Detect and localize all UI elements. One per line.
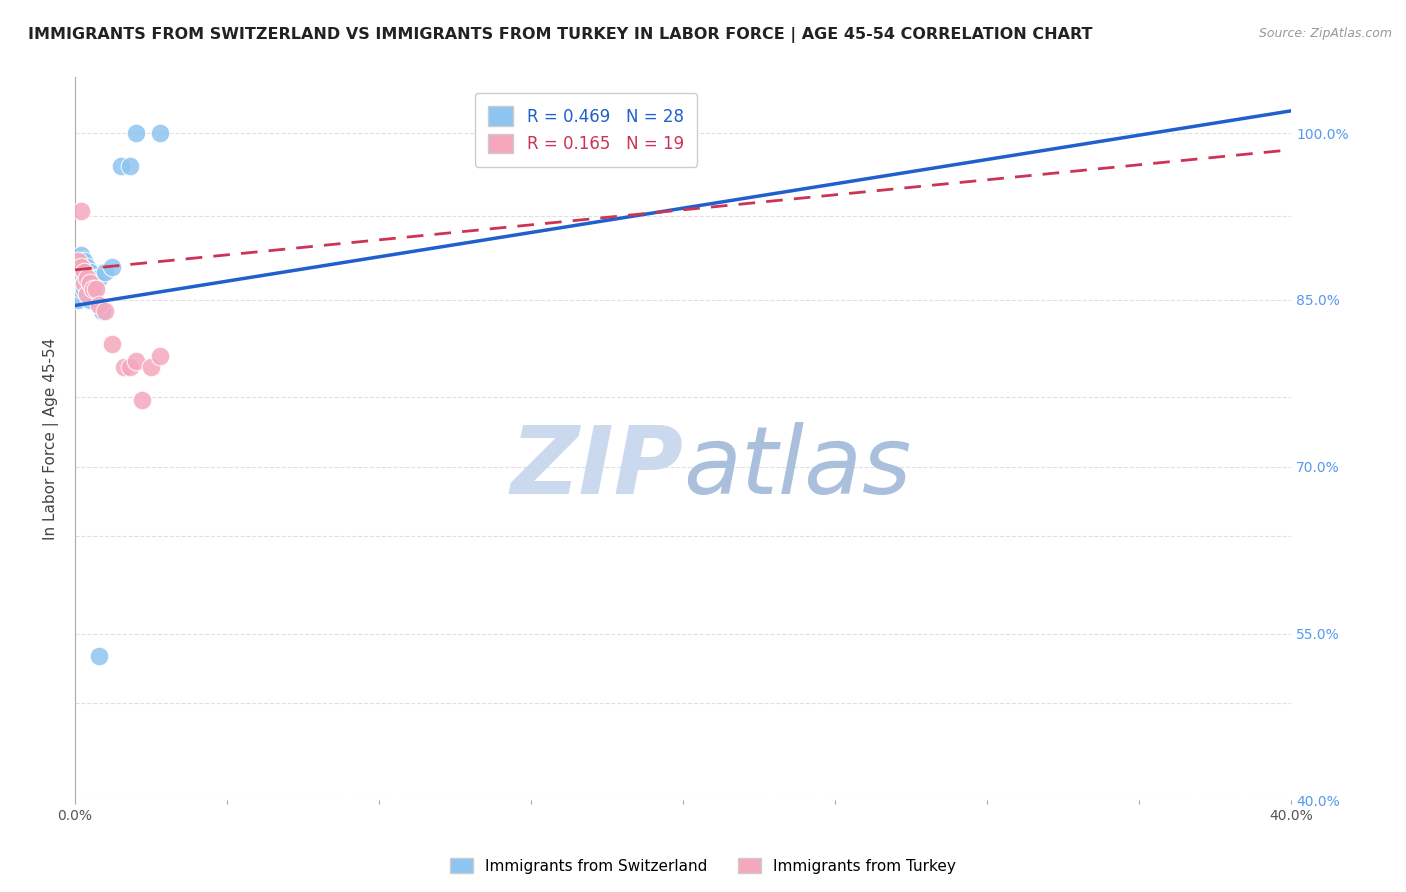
Point xyxy=(118,359,141,374)
Point xyxy=(70,265,93,279)
Text: ZIP: ZIP xyxy=(510,422,683,514)
Point xyxy=(139,359,162,374)
Point xyxy=(112,359,135,374)
Point xyxy=(125,354,148,368)
Point xyxy=(89,298,111,312)
Point xyxy=(79,293,101,307)
Point xyxy=(73,277,96,291)
Point xyxy=(76,277,98,291)
Point xyxy=(67,282,90,296)
Point xyxy=(70,260,93,274)
Point xyxy=(94,304,117,318)
Point xyxy=(149,349,172,363)
Point xyxy=(70,282,93,296)
Point xyxy=(94,265,117,279)
Point xyxy=(79,277,101,291)
Point xyxy=(100,337,122,351)
Point xyxy=(76,270,98,285)
Y-axis label: In Labor Force | Age 45-54: In Labor Force | Age 45-54 xyxy=(44,338,59,540)
Point xyxy=(125,126,148,140)
Point xyxy=(73,282,96,296)
Point xyxy=(86,282,108,296)
Legend: Immigrants from Switzerland, Immigrants from Turkey: Immigrants from Switzerland, Immigrants … xyxy=(444,852,962,880)
Point xyxy=(70,248,93,262)
Point xyxy=(82,270,104,285)
Point xyxy=(82,282,104,296)
Point xyxy=(100,260,122,274)
Point xyxy=(82,287,104,301)
Text: atlas: atlas xyxy=(683,423,911,514)
Point xyxy=(79,265,101,279)
Point xyxy=(73,265,96,279)
Point xyxy=(89,270,111,285)
Point xyxy=(70,203,93,218)
Point xyxy=(149,126,172,140)
Point xyxy=(118,160,141,174)
Point xyxy=(89,648,111,663)
Point xyxy=(76,287,98,301)
Point xyxy=(67,270,90,285)
Point xyxy=(67,293,90,307)
Point xyxy=(91,304,114,318)
Point xyxy=(86,277,108,291)
Point xyxy=(67,254,90,268)
Point xyxy=(70,260,93,274)
Point xyxy=(76,260,98,274)
Point xyxy=(73,254,96,268)
Text: Source: ZipAtlas.com: Source: ZipAtlas.com xyxy=(1258,27,1392,40)
Point xyxy=(131,392,153,407)
Point xyxy=(110,160,132,174)
Legend: R = 0.469   N = 28, R = 0.165   N = 19: R = 0.469 N = 28, R = 0.165 N = 19 xyxy=(475,93,697,167)
Point xyxy=(67,260,90,274)
Point xyxy=(79,277,101,291)
Point xyxy=(73,265,96,279)
Text: IMMIGRANTS FROM SWITZERLAND VS IMMIGRANTS FROM TURKEY IN LABOR FORCE | AGE 45-54: IMMIGRANTS FROM SWITZERLAND VS IMMIGRANT… xyxy=(28,27,1092,43)
